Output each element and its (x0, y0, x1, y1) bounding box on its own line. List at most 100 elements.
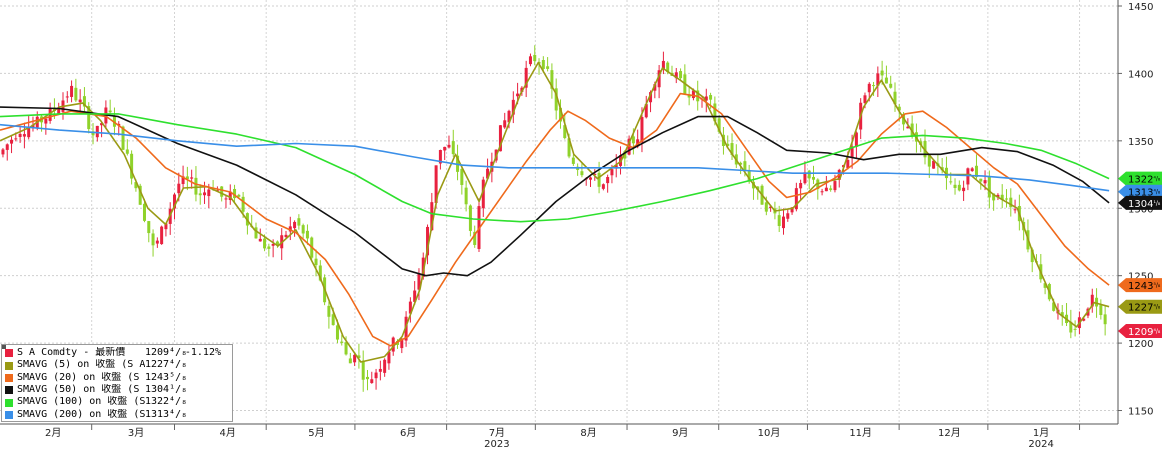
candle-body (996, 194, 1000, 198)
candle-body (730, 143, 734, 155)
candle-body (271, 243, 275, 246)
candle-body (374, 372, 378, 379)
x-tick-label: 9月 (672, 427, 688, 439)
candle-body (52, 107, 56, 112)
candle-body (177, 183, 181, 194)
candle-body (344, 342, 348, 355)
price-tag-shape (1118, 184, 1162, 199)
candle-body (979, 178, 983, 182)
candle-body (833, 181, 837, 191)
candle-body (824, 187, 828, 192)
candle-body (464, 187, 468, 205)
candle-body (1052, 302, 1056, 311)
candle-body (1073, 328, 1077, 330)
candle-body (829, 188, 833, 190)
x-tick-label: 5月 (308, 427, 324, 439)
candle-body (357, 355, 361, 359)
series-line (0, 113, 1110, 223)
candle-body (190, 177, 194, 179)
legend-swatch (5, 411, 13, 420)
candle-body (297, 218, 301, 226)
candlesticks (1, 45, 1107, 392)
candle-body (1004, 198, 1008, 200)
candle-body (992, 193, 996, 201)
price-tag-label: 1304¹/₈ (1128, 199, 1161, 210)
candle-body (1090, 294, 1094, 307)
candle-body (327, 305, 331, 317)
candle-body (970, 168, 974, 172)
price-tag-shape (1118, 171, 1162, 186)
candle-body (546, 66, 550, 69)
candle-body (284, 234, 288, 238)
candle-body (854, 132, 858, 147)
x-tick-label: 7月 (489, 427, 505, 439)
candle-body (370, 379, 374, 384)
price-tag-label: 1313⁴/₈ (1128, 188, 1161, 199)
candle-body (1030, 249, 1034, 263)
candle-body (799, 183, 803, 189)
candle-body (417, 273, 421, 290)
candle-body (91, 131, 95, 136)
candle-body (65, 96, 69, 98)
candle-body (447, 144, 451, 148)
candle-body (588, 177, 592, 180)
candle-body (769, 206, 773, 208)
candle-body (781, 216, 785, 229)
candle-body (747, 170, 751, 182)
candle-body (121, 126, 125, 150)
candle-body (314, 258, 318, 266)
legend-handle-icon[interactable] (2, 345, 6, 349)
candle-body (687, 94, 691, 98)
candle-body (400, 339, 404, 349)
candle-body (889, 83, 893, 88)
candle-body (134, 182, 138, 189)
candle-body (241, 196, 245, 212)
candle-body (623, 151, 627, 159)
candle-body (451, 141, 455, 155)
candle-body (87, 106, 91, 130)
candle-body (421, 257, 425, 277)
candle-body (876, 73, 880, 86)
y-axis: 1150120012501300135014001450 (1117, 0, 1153, 424)
candle-body (850, 146, 854, 159)
candle-body (717, 118, 721, 132)
candle-body (164, 223, 168, 230)
price-tag-shape (1118, 278, 1162, 293)
candle-body (1, 149, 5, 155)
candle-body (82, 96, 86, 107)
price-tag-frac: ⁵/₈ (1153, 282, 1160, 289)
price-tag: 1243⁵/₈ (1118, 278, 1162, 293)
candle-body (27, 127, 31, 138)
candle-body (794, 188, 798, 210)
legend-value: 1227⁴/₈ (145, 359, 188, 371)
candle-body (820, 191, 824, 193)
candle-body (516, 93, 520, 97)
candle-body (430, 202, 434, 231)
candle-body (983, 180, 987, 184)
candle-body (1013, 209, 1017, 211)
x-tick-label: 6月 (400, 427, 416, 439)
candle-body (383, 359, 387, 373)
series-line (0, 123, 1110, 192)
candle-body (10, 139, 14, 144)
candle-body (563, 125, 567, 139)
candle-body (867, 83, 871, 93)
legend-label: SMAVG (20) on 收盤 (S A) (17, 371, 145, 383)
candle-body (185, 176, 189, 179)
candle-body (601, 184, 605, 189)
candle-body (593, 173, 597, 175)
price-tag-frac: ⁴/₈ (1153, 189, 1160, 196)
candle-body (220, 186, 224, 197)
candle-body (142, 203, 146, 221)
x-year-label: 2023 (484, 439, 509, 450)
candle-body (846, 159, 850, 169)
candle-body (872, 85, 876, 87)
legend-value: 1304¹/₈ (145, 383, 188, 395)
legend-value: 1243⁵/₈ (145, 371, 188, 383)
price-tag: 1313⁴/₈ (1118, 184, 1162, 199)
candle-body (267, 246, 271, 249)
candle-body (679, 71, 683, 79)
candle-body (498, 125, 502, 152)
price-tag: 1304¹/₈ (1118, 195, 1162, 210)
candle-body (524, 67, 528, 88)
